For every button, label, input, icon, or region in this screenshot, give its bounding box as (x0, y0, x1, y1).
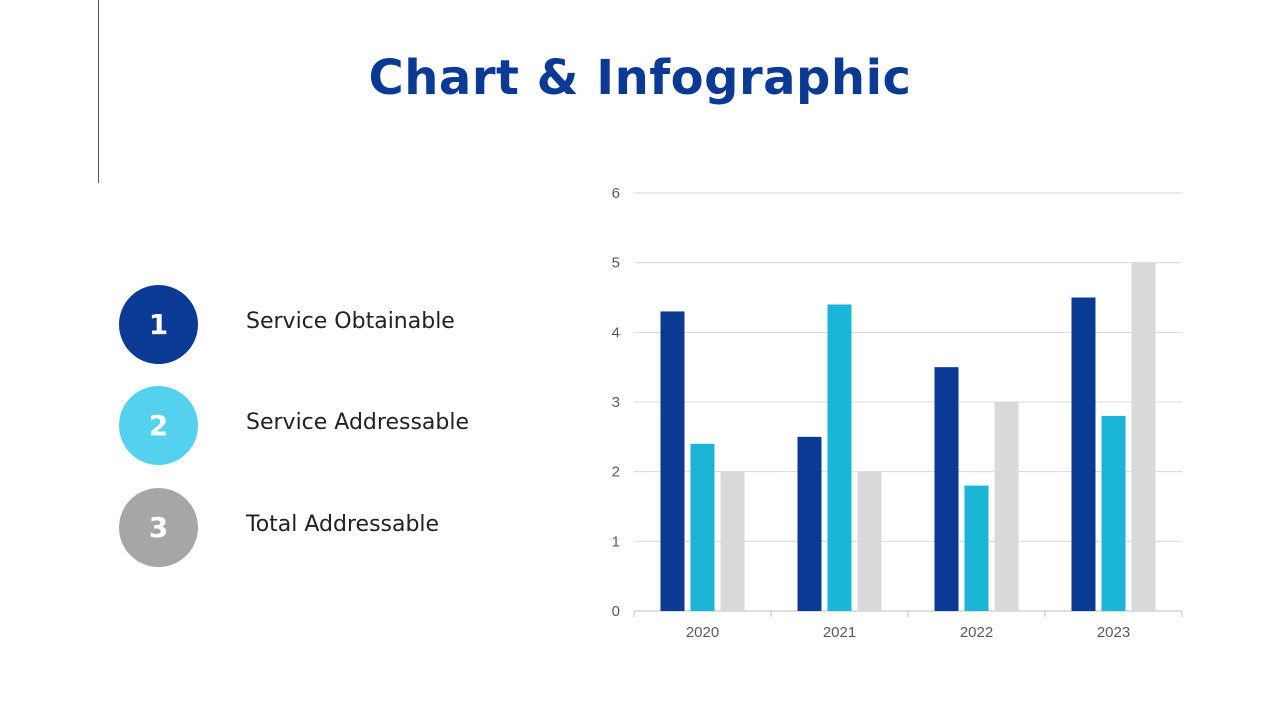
y-tick-label: 2 (612, 464, 620, 481)
bar (1071, 297, 1096, 611)
y-tick-label: 3 (612, 394, 620, 411)
legend-label: Service Obtainable (246, 309, 455, 334)
y-tick-label: 4 (612, 324, 620, 341)
x-tick-label: 2020 (686, 624, 719, 641)
legend-label: Total Addressable (246, 512, 440, 537)
bar (1101, 415, 1126, 611)
bar (994, 402, 1019, 611)
bar (1131, 262, 1156, 611)
bar (934, 367, 959, 611)
x-tick-label: 2022 (960, 624, 993, 641)
decorative-vertical-line (98, 0, 99, 183)
legend-number-badge: 3 (119, 488, 198, 567)
bar (857, 471, 882, 611)
x-tick-label: 2021 (823, 624, 856, 641)
y-tick-label: 6 (612, 185, 620, 202)
legend-number-badge: 2 (119, 386, 198, 465)
page-title: Chart & Infographic (368, 50, 912, 106)
bar (797, 436, 822, 611)
legend-label: Service Addressable (246, 410, 470, 435)
bar (827, 304, 852, 611)
bar (690, 443, 715, 611)
y-tick-label: 5 (612, 255, 620, 272)
legend-number-badge: 1 (119, 285, 198, 364)
y-tick-label: 0 (612, 603, 620, 620)
bar (720, 471, 745, 611)
y-tick-label: 1 (612, 533, 620, 550)
x-tick-label: 2023 (1097, 624, 1130, 641)
bar (964, 485, 989, 611)
bar (660, 311, 685, 611)
